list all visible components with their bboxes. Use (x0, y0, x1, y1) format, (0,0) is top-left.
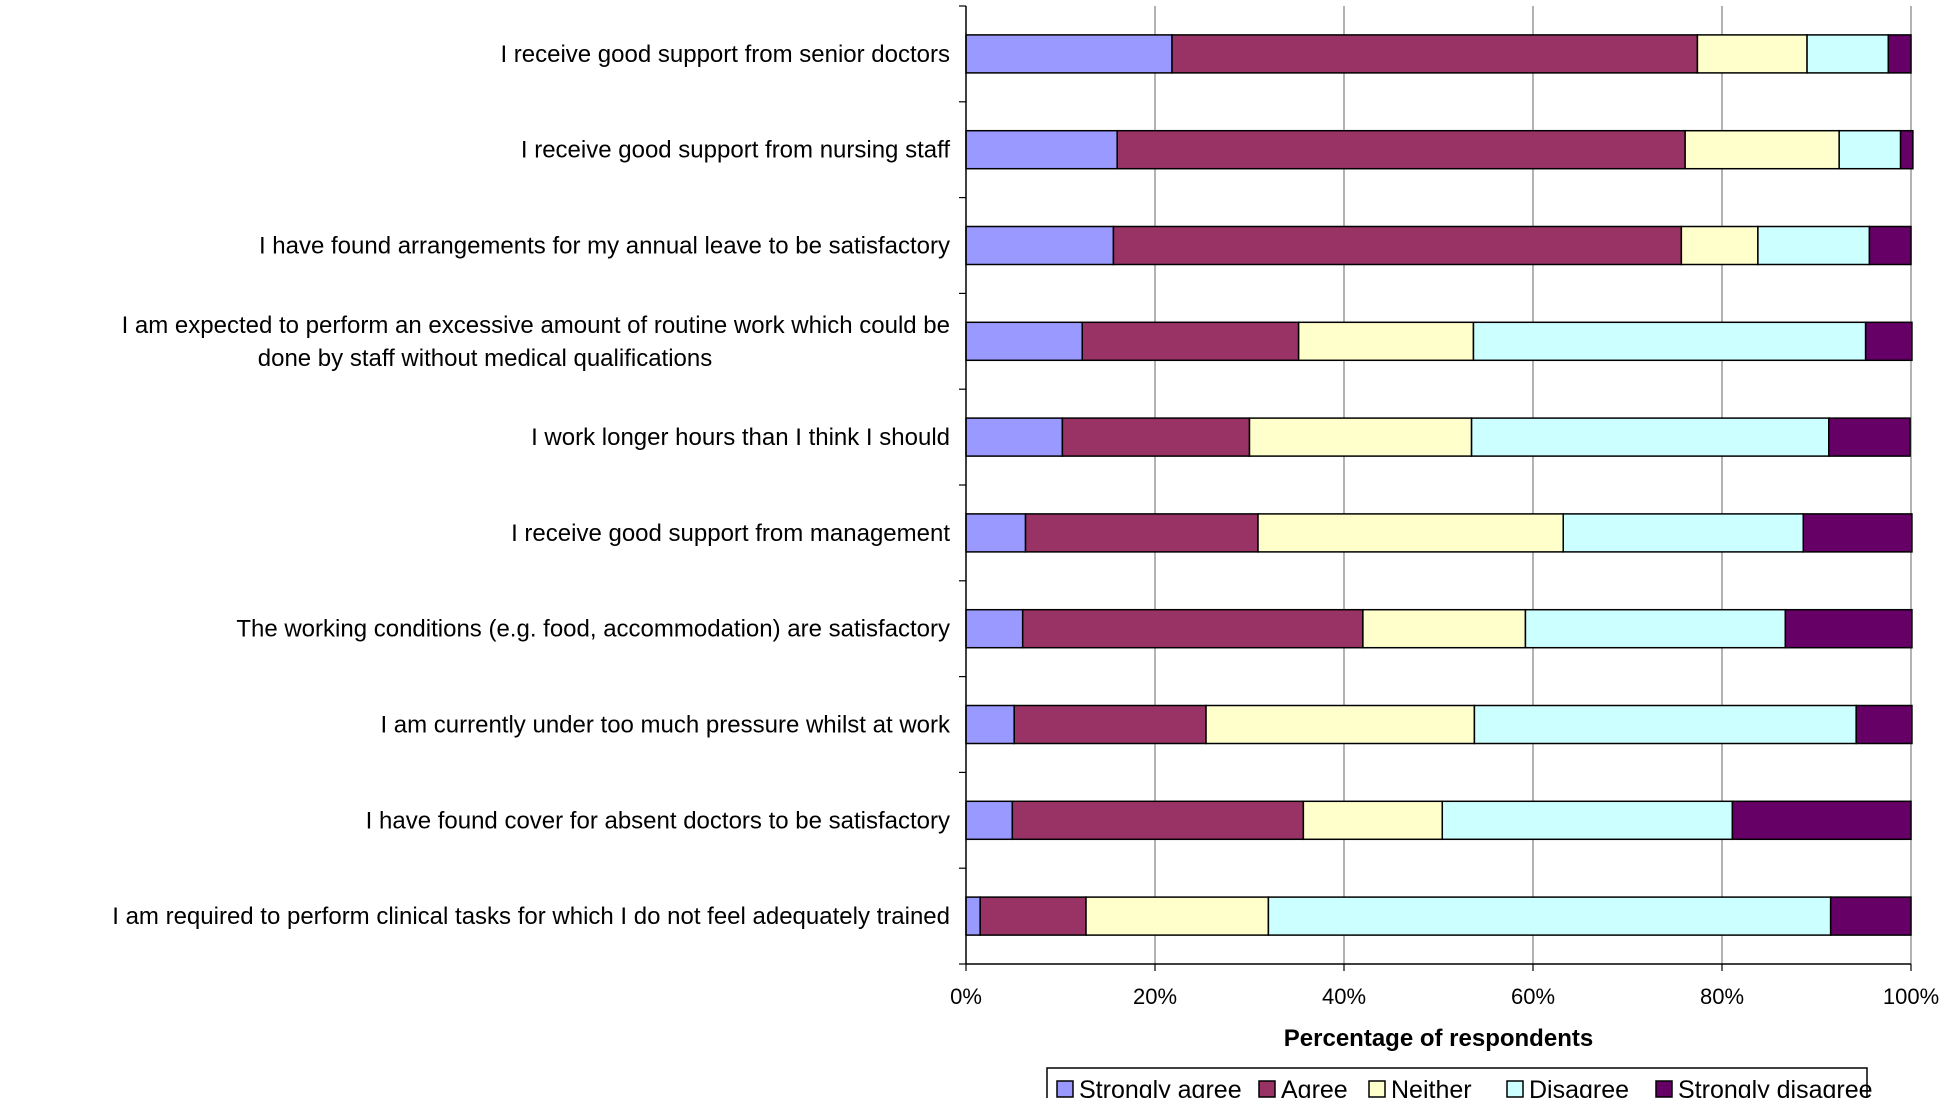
bar-segment-disagree (1267, 896, 1832, 936)
category-label: I work longer hours than I think I shoul… (531, 424, 950, 451)
bar-segment-strongly-agree (965, 608, 1024, 649)
bar-segment-disagree (1470, 417, 1830, 457)
bar-segment-neither (1684, 129, 1840, 170)
bar-segment-agree (1021, 608, 1364, 649)
bar-segment-strongly-disagree (1802, 513, 1913, 553)
x-tick-label: 80% (1700, 984, 1744, 1009)
legend-swatch (1056, 1080, 1074, 1098)
x-tick-label: 60% (1511, 984, 1555, 1009)
bar-segment-disagree (1441, 800, 1734, 841)
bar-segment-strongly-disagree (1855, 704, 1913, 745)
bar-segment-disagree (1524, 608, 1787, 649)
bar-segment-neither (1362, 608, 1527, 649)
legend-swatch (1258, 1080, 1276, 1098)
bar-segment-strongly-agree (965, 129, 1118, 170)
bar-segment-strongly-disagree (1784, 608, 1913, 649)
bar-segment-strongly-disagree (1887, 34, 1912, 74)
bar-segment-strongly-disagree (1829, 896, 1912, 936)
bar-segment-neither (1205, 704, 1476, 745)
category-label: I am currently under too much pressure w… (380, 712, 951, 739)
bar-segment-agree (1011, 800, 1305, 841)
bar-segment-strongly-disagree (1868, 225, 1912, 266)
bar-segment-agree (1013, 704, 1207, 745)
bar-segment-strongly-agree (965, 34, 1173, 74)
bar-segment-disagree (1806, 34, 1890, 74)
bar-segment-neither (1085, 896, 1270, 936)
x-tick-label: 40% (1322, 984, 1366, 1009)
bar-segment-neither (1696, 34, 1808, 74)
bar-segment-disagree (1562, 513, 1805, 553)
bar-segment-agree (1171, 34, 1699, 74)
legend-label: Agree (1281, 1076, 1348, 1098)
bar-segment-agree (1116, 129, 1686, 170)
x-tick-label: 0% (950, 984, 982, 1009)
category-label: I have found cover for absent doctors to… (366, 807, 950, 834)
bar-segment-strongly-disagree (1899, 129, 1914, 170)
legend-swatch (1506, 1080, 1524, 1098)
legend-label: Disagree (1529, 1076, 1629, 1098)
bar-segment-strongly-disagree (1731, 800, 1912, 841)
legend-label: Neither (1391, 1076, 1472, 1098)
category-label: done by staff without medical qualificat… (258, 345, 713, 372)
category-label: I receive good support from management (511, 520, 950, 547)
bar-segment-strongly-agree (965, 225, 1115, 266)
bar-segment-neither (1248, 417, 1473, 457)
bar-segment-agree (979, 896, 1087, 936)
bar-segment-disagree (1472, 321, 1867, 362)
bar-segment-agree (1081, 321, 1300, 362)
category-label: I am required to perform clinical tasks … (112, 903, 950, 930)
category-label: I have found arrangements for my annual … (259, 233, 950, 260)
bar-segment-strongly-agree (965, 800, 1014, 841)
legend: Strongly agree Agree Neither Disagree Strong… (1046, 1067, 1873, 1098)
legend-label: Strongly disagree (1678, 1076, 1873, 1098)
legend-box (1046, 1067, 1868, 1098)
bar-segment-disagree (1838, 129, 1902, 170)
legend-label: Strongly agree (1079, 1076, 1242, 1098)
bar-segment-strongly-agree (965, 417, 1064, 457)
legend-swatch (1368, 1080, 1386, 1098)
category-label: I am expected to perform an excessive am… (122, 312, 950, 339)
bar-segment-agree (1112, 225, 1683, 266)
bar-segment-neither (1302, 800, 1444, 841)
axes (959, 5, 1912, 971)
bar-segment-strongly-disagree (1828, 417, 1911, 457)
x-tick-label: 100% (1883, 984, 1939, 1009)
bars (965, 34, 1914, 936)
legend-swatch (1655, 1080, 1673, 1098)
bar-segment-agree (1024, 513, 1259, 553)
category-labels: I receive good support from senior docto… (112, 41, 951, 930)
bar-segment-neither (1680, 225, 1759, 266)
bar-segment-agree (1061, 417, 1251, 457)
x-axis-label: Percentage of respondents (1284, 1025, 1593, 1052)
bar-segment-neither (1257, 513, 1564, 553)
bar-segment-strongly-disagree (1864, 321, 1913, 362)
bar-segment-neither (1297, 321, 1475, 362)
bar-segment-strongly-agree (965, 896, 981, 936)
category-label: I receive good support from senior docto… (500, 41, 950, 68)
category-label: The working conditions (e.g. food, accom… (236, 616, 950, 643)
bar-segment-disagree (1473, 704, 1857, 745)
bar-segment-strongly-agree (965, 704, 1015, 745)
bar-segment-strongly-agree (965, 513, 1027, 553)
x-tick-label: 20% (1133, 984, 1177, 1009)
bar-segment-disagree (1757, 225, 1871, 266)
x-tick-labels: 0% 20% 40% 60% 80% 100% (950, 984, 1939, 1009)
category-label: I receive good support from nursing staf… (521, 137, 950, 164)
bar-segment-strongly-agree (965, 321, 1083, 362)
